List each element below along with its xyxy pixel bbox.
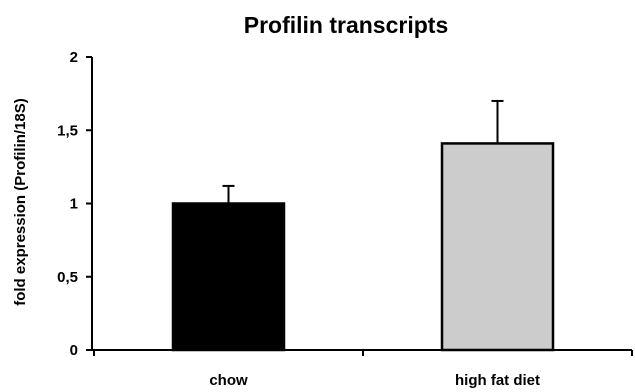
bar [171,202,286,352]
y-tick-label: 0 [70,342,78,359]
plot-area: 0 0,5 1 1,5 2 chow high fat diet [57,49,633,389]
chart-title: Profilin transcripts [244,12,448,38]
x-category-label: chow [209,372,248,389]
y-tick-label: 1,5 [57,122,78,139]
y-tick-label: 1 [70,196,78,213]
y-tick-label: 0,5 [57,269,78,286]
bar [440,142,555,352]
x-category-label: high fat diet [455,372,540,389]
y-tick-label: 2 [70,49,78,66]
y-axis-label: fold expression (Profilin/18S) [12,98,29,306]
